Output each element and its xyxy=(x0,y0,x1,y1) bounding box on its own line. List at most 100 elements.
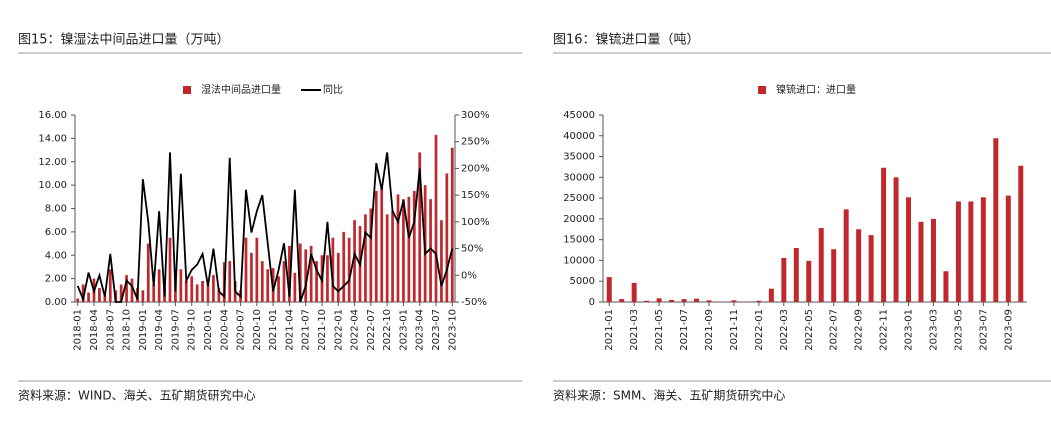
x-tick-label: 2022-11 xyxy=(879,309,890,351)
bar xyxy=(293,272,297,302)
bar xyxy=(260,261,264,302)
y-tick-label: 0.00 xyxy=(45,297,67,308)
bar xyxy=(918,221,924,302)
bar xyxy=(380,187,384,302)
bar xyxy=(266,269,270,302)
bar xyxy=(309,245,313,302)
y-tick-label: 15000 xyxy=(563,235,595,246)
x-tick-label: 2022-01 xyxy=(333,309,344,351)
bar xyxy=(108,269,112,302)
bar xyxy=(756,300,762,302)
bar xyxy=(168,237,172,302)
bar xyxy=(445,173,449,302)
x-tick-label: 2022-01 xyxy=(754,309,765,351)
bar xyxy=(184,280,188,302)
bar xyxy=(407,196,411,302)
x-tick-label: 2023-07 xyxy=(978,309,989,351)
bar xyxy=(631,282,637,302)
x-tick-label: 2022-07 xyxy=(829,309,840,351)
y-tick-label: 2.00 xyxy=(45,274,67,285)
bar xyxy=(119,284,123,302)
x-tick-label: 2021-09 xyxy=(704,309,715,351)
bar xyxy=(374,190,378,302)
y2-tick-label: 150% xyxy=(461,190,490,201)
legend-swatch xyxy=(758,86,766,94)
y-tick-label: 40000 xyxy=(563,131,595,142)
bar xyxy=(315,261,318,302)
y2-tick-label: 100% xyxy=(461,217,490,228)
bar xyxy=(125,275,128,302)
bar xyxy=(336,252,340,302)
x-tick-label: 2018-07 xyxy=(105,309,116,351)
y2-tick-label: 250% xyxy=(461,137,490,148)
bar xyxy=(250,252,253,302)
legend-label: 湿法中间品进口量 xyxy=(201,83,281,96)
x-tick-label: 2020-01 xyxy=(203,309,214,351)
bar xyxy=(731,300,737,302)
x-tick-label: 2018-01 xyxy=(73,309,84,351)
bar xyxy=(146,243,150,302)
bar xyxy=(881,167,887,302)
bar xyxy=(212,275,215,302)
x-tick-label: 2022-04 xyxy=(350,309,361,351)
bar xyxy=(856,229,862,302)
bar xyxy=(152,284,156,302)
bar xyxy=(141,290,145,302)
bar xyxy=(980,197,986,302)
y-tick-label: 14.00 xyxy=(38,133,67,144)
y-tick-label: 10000 xyxy=(563,255,595,266)
bar xyxy=(968,201,974,302)
y-tick-label: 30000 xyxy=(563,172,595,183)
x-tick-label: 2023-05 xyxy=(953,309,964,351)
x-tick-label: 2021-05 xyxy=(654,309,665,351)
legend-label: 同比 xyxy=(323,84,343,96)
bar xyxy=(347,237,351,302)
y-tick-label: 8.00 xyxy=(45,204,67,215)
bar xyxy=(434,134,438,302)
x-tick-label: 2022-03 xyxy=(779,309,790,351)
x-tick-label: 2021-07 xyxy=(679,309,690,351)
bar xyxy=(364,214,367,302)
x-tick-label: 2022-10 xyxy=(382,309,393,351)
x-tick-label: 2023-01 xyxy=(904,309,915,351)
line xyxy=(76,152,454,303)
bar xyxy=(429,199,432,302)
y-tick-label: 16.00 xyxy=(38,110,67,121)
x-tick-label: 2019-04 xyxy=(154,309,165,351)
bar xyxy=(282,261,286,302)
bar xyxy=(450,147,454,302)
bar xyxy=(993,138,999,302)
y-tick-label: 12.00 xyxy=(38,157,67,168)
bar xyxy=(87,292,90,302)
bar xyxy=(868,235,874,302)
bar xyxy=(76,298,80,302)
bar xyxy=(781,257,787,302)
x-tick-label: 2022-05 xyxy=(804,309,815,351)
bar xyxy=(179,269,183,302)
bar xyxy=(1018,165,1024,302)
bar xyxy=(190,276,194,302)
x-tick-label: 2020-10 xyxy=(252,309,263,351)
bar xyxy=(806,260,812,302)
bar xyxy=(930,218,936,302)
x-tick-label: 2021-01 xyxy=(268,309,279,351)
bar xyxy=(669,299,675,302)
bar xyxy=(391,210,394,302)
bar xyxy=(955,201,961,302)
y-tick-label: 0 xyxy=(589,297,595,308)
x-tick-label: 2020-07 xyxy=(236,309,247,351)
bar xyxy=(644,300,650,302)
bar xyxy=(831,249,837,302)
legend-swatch xyxy=(183,86,191,94)
bar xyxy=(98,287,101,302)
bar xyxy=(277,276,280,302)
y2-tick-label: 300% xyxy=(461,110,490,121)
bar xyxy=(174,280,177,302)
bar xyxy=(906,197,912,302)
bar xyxy=(793,247,799,302)
bar xyxy=(1005,195,1011,302)
y-tick-label: 45000 xyxy=(563,110,595,121)
x-tick-label: 2023-04 xyxy=(415,309,426,351)
bar xyxy=(255,237,259,302)
bar xyxy=(694,298,700,302)
